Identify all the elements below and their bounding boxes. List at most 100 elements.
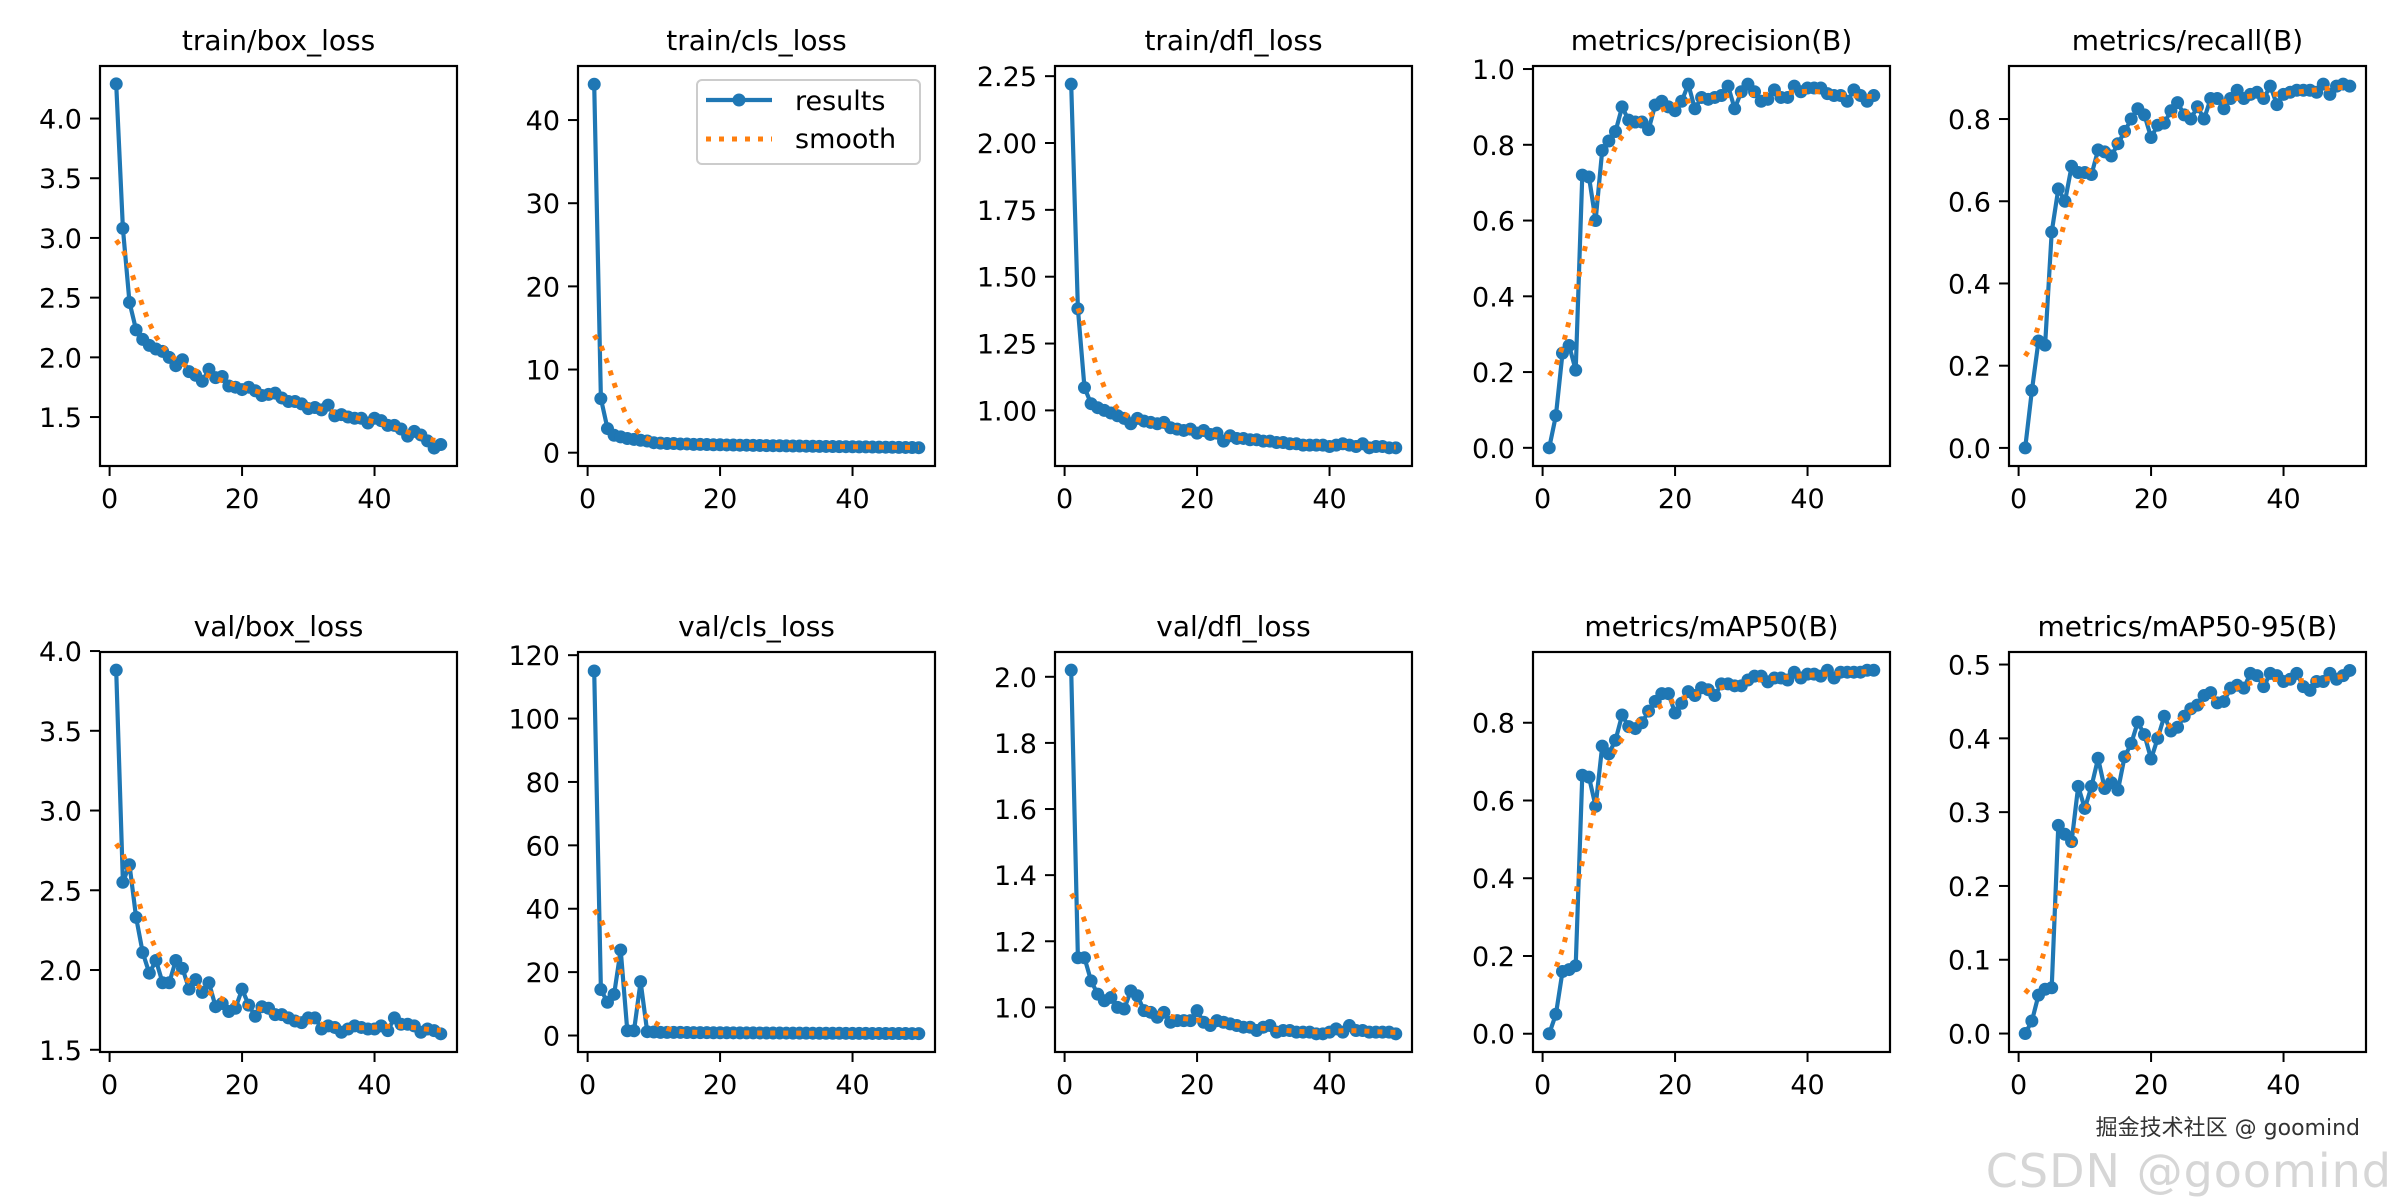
- results-point: [2197, 112, 2211, 126]
- results-point: [1728, 102, 1742, 116]
- subplot: metrics/mAP50-95(B) 0 20 40 0.0 0.1 0.2 0.3 0.4 0…: [1948, 610, 2368, 1101]
- y-tick-label: 1.50: [977, 263, 1037, 294]
- results-point: [587, 77, 601, 91]
- results-line: [1069, 84, 1396, 450]
- x-tick-label: 0: [579, 484, 596, 515]
- x-tick-label: 20: [225, 484, 259, 515]
- y-tick-label: 2.5: [39, 876, 82, 907]
- x-tick-label: 40: [2266, 484, 2300, 515]
- x-tick-label: 0: [101, 484, 118, 515]
- x-tick-label: 20: [2134, 484, 2168, 515]
- results-point: [2290, 666, 2304, 680]
- subplot-title: train/dfl_loss: [1144, 24, 1322, 57]
- y-tick-label: 60: [526, 831, 560, 862]
- y-tick-label: 3.0: [39, 797, 82, 828]
- y-tick-label: 2.5: [39, 284, 82, 315]
- results-point: [1615, 100, 1629, 114]
- results-point: [2078, 801, 2092, 815]
- results-point: [1681, 77, 1695, 91]
- smooth-line: [1069, 892, 1396, 1035]
- results-point: [1615, 708, 1629, 722]
- results-point: [1721, 79, 1735, 93]
- y-tick-label: 0.4: [1472, 282, 1515, 313]
- subplot-title: metrics/mAP50(B): [1584, 610, 1838, 643]
- subplot: metrics/recall(B) 0 20 40 0.0 0.2 0.4 0.6 0.8: [1948, 24, 2368, 515]
- y-tick-label: 2.0: [994, 663, 1037, 694]
- results-point: [2270, 98, 2284, 112]
- results-line: [1547, 668, 1874, 1035]
- results-point: [1602, 747, 1616, 761]
- results-point: [189, 973, 203, 987]
- axes-frame: [1053, 650, 1414, 1054]
- results-point: [228, 1001, 242, 1015]
- results-point: [2190, 698, 2204, 712]
- results-point: [2045, 225, 2059, 239]
- y-tick-label: 0.0: [1472, 1020, 1515, 1051]
- results-point: [2144, 131, 2158, 145]
- y-tick-label: 1.5: [39, 1036, 82, 1067]
- y-tick-label: 2.25: [977, 62, 1037, 93]
- smooth-line: [114, 842, 441, 1033]
- results-point: [1104, 990, 1118, 1004]
- y-tick-label: 0.2: [1948, 352, 1991, 383]
- axes-frame: [98, 64, 459, 468]
- y-tick-label: 1.4: [994, 861, 1037, 892]
- subplot-title: val/dfl_loss: [1156, 610, 1310, 643]
- results-point: [381, 1024, 395, 1038]
- y-tick-label: 3.0: [39, 224, 82, 255]
- y-tick-label: 3.5: [39, 164, 82, 195]
- subplot-title: metrics/recall(B): [2072, 24, 2303, 57]
- y-tick-label: 100: [508, 705, 560, 736]
- results-point: [235, 982, 249, 996]
- subplot: val/cls_loss 0 20 40 0 20 40 60 80 100 120: [508, 610, 937, 1101]
- smooth-line: [1069, 295, 1396, 450]
- results-point: [1688, 102, 1702, 116]
- results-point: [627, 1024, 641, 1038]
- x-tick-label: 40: [835, 1070, 869, 1101]
- results-point: [129, 910, 143, 924]
- subplot-title: train/cls_loss: [666, 24, 846, 57]
- results-point: [248, 1009, 262, 1023]
- y-tick-label: 4.0: [39, 105, 82, 136]
- results-point: [2184, 112, 2198, 126]
- y-tick-label: 10: [526, 356, 560, 387]
- subplot-title: val/cls_loss: [678, 610, 835, 643]
- results-point: [1549, 1007, 1563, 1021]
- y-tick-label: 0.4: [1948, 724, 1991, 755]
- y-tick-label: 1.5: [39, 403, 82, 434]
- results-point: [116, 875, 130, 889]
- subplot-title: train/box_loss: [182, 24, 375, 57]
- y-tick-label: 0: [543, 1022, 560, 1053]
- axes-frame: [2007, 650, 2368, 1054]
- x-tick-label: 40: [1312, 1070, 1346, 1101]
- results-point: [1569, 363, 1583, 377]
- results-point: [2263, 79, 2277, 93]
- results-point: [607, 987, 621, 1001]
- results-point: [129, 323, 143, 337]
- x-tick-label: 40: [357, 1070, 391, 1101]
- smooth-line: [1547, 88, 1874, 377]
- results-line: [2023, 668, 2352, 1035]
- results-line: [2023, 81, 2351, 449]
- results-point: [2144, 752, 2158, 766]
- results-point: [2171, 96, 2185, 110]
- x-tick-label: 0: [1056, 484, 1073, 515]
- subplot-title: metrics/mAP50-95(B): [2038, 610, 2338, 643]
- smooth-line: [592, 333, 919, 450]
- results-point: [912, 1027, 926, 1041]
- axes-frame: [576, 650, 937, 1054]
- results-point: [594, 983, 608, 997]
- results-point: [1675, 696, 1689, 710]
- results-point: [2018, 1027, 2032, 1041]
- results-point: [1675, 94, 1689, 108]
- results-point: [2124, 737, 2138, 751]
- results-point: [1608, 125, 1622, 139]
- results-point: [1668, 706, 1682, 720]
- axes-frame: [98, 650, 459, 1054]
- x-tick-label: 20: [1658, 484, 1692, 515]
- legend-results-label: results: [795, 86, 885, 117]
- axes-frame: [1531, 650, 1892, 1054]
- results-point: [175, 961, 189, 975]
- results-point: [2210, 91, 2224, 105]
